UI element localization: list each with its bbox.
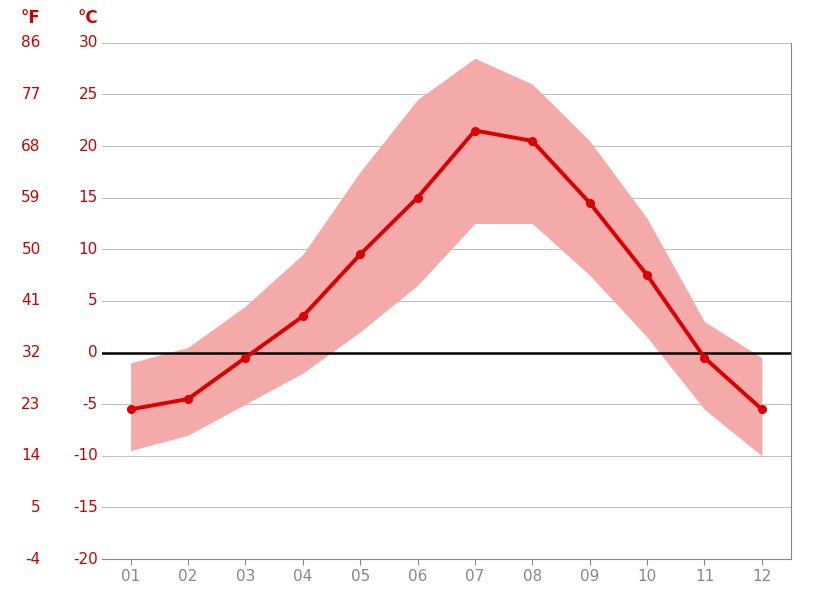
Text: -20: -20 bbox=[73, 552, 98, 566]
Text: 20: 20 bbox=[78, 139, 98, 153]
Text: -5: -5 bbox=[82, 397, 98, 412]
Text: 50: 50 bbox=[21, 242, 41, 257]
Text: 86: 86 bbox=[21, 35, 41, 50]
Text: 14: 14 bbox=[21, 448, 41, 463]
Text: 30: 30 bbox=[78, 35, 98, 50]
Text: -10: -10 bbox=[73, 448, 98, 463]
Text: 59: 59 bbox=[21, 190, 41, 205]
Text: 15: 15 bbox=[78, 190, 98, 205]
Text: 5: 5 bbox=[88, 293, 98, 309]
Text: 68: 68 bbox=[21, 139, 41, 153]
Text: 32: 32 bbox=[21, 345, 41, 360]
Text: -4: -4 bbox=[25, 552, 41, 566]
Text: °C: °C bbox=[77, 10, 98, 27]
Text: 10: 10 bbox=[78, 242, 98, 257]
Text: 0: 0 bbox=[88, 345, 98, 360]
Text: 5: 5 bbox=[31, 500, 41, 515]
Text: -15: -15 bbox=[73, 500, 98, 515]
Text: 23: 23 bbox=[21, 397, 41, 412]
Text: 25: 25 bbox=[78, 87, 98, 102]
Text: 77: 77 bbox=[21, 87, 41, 102]
Text: °F: °F bbox=[21, 10, 41, 27]
Text: 41: 41 bbox=[21, 293, 41, 309]
